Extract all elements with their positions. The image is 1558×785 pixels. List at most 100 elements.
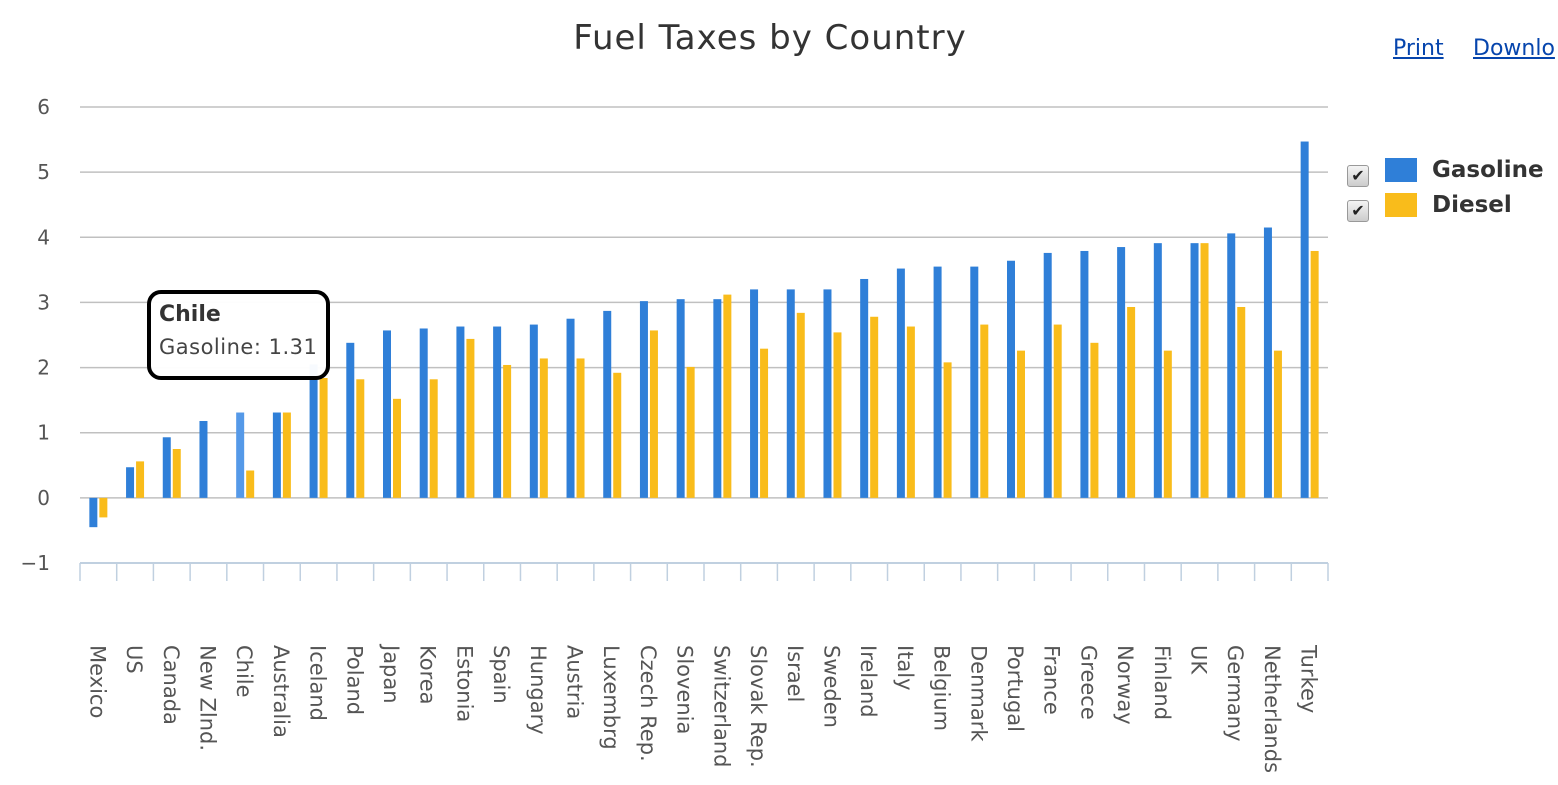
x-tick-label: Greece bbox=[1076, 645, 1100, 720]
x-tick-label: Slovenia bbox=[673, 645, 697, 734]
bar-diesel bbox=[613, 372, 622, 498]
bar-diesel bbox=[576, 358, 585, 498]
x-tick-label: Slovak Rep. bbox=[746, 645, 770, 768]
legend: ✔ Gasoline ✔ Diesel bbox=[1347, 152, 1544, 222]
gasoline-swatch bbox=[1385, 157, 1417, 182]
x-tick-label: Canada bbox=[159, 645, 183, 725]
y-tick-label: −1 bbox=[21, 551, 50, 575]
bar-gasoline bbox=[529, 324, 538, 498]
bar-diesel bbox=[246, 470, 255, 498]
bar-diesel bbox=[943, 362, 952, 498]
y-tick-label: 6 bbox=[37, 95, 50, 119]
bar-diesel bbox=[1090, 342, 1099, 498]
y-tick-label: 4 bbox=[37, 225, 50, 249]
bar-diesel bbox=[356, 379, 365, 498]
tooltip-title: Chile bbox=[159, 302, 221, 327]
bar-gasoline bbox=[162, 437, 171, 498]
bar-gasoline bbox=[199, 420, 208, 498]
bar-diesel bbox=[1127, 306, 1136, 498]
x-tick-label: Turkey bbox=[1297, 644, 1321, 713]
legend-label: Diesel bbox=[1432, 191, 1512, 218]
x-tick-label: Israel bbox=[783, 645, 807, 702]
bar-diesel bbox=[539, 358, 548, 498]
bar-gasoline bbox=[126, 467, 135, 498]
bar-diesel bbox=[136, 461, 145, 498]
bar-diesel bbox=[1310, 250, 1319, 498]
bar-diesel bbox=[319, 377, 328, 498]
x-tick-label: Germany bbox=[1223, 645, 1247, 742]
chart-title: Fuel Taxes by Country bbox=[573, 18, 967, 58]
bar-diesel bbox=[833, 332, 842, 498]
bar-diesel bbox=[466, 338, 475, 498]
bar-gasoline bbox=[89, 497, 98, 528]
legend-item-gasoline[interactable]: ✔ Gasoline bbox=[1347, 152, 1544, 187]
x-tick-label: Poland bbox=[342, 645, 366, 715]
bar-diesel bbox=[1017, 350, 1025, 498]
bar-gasoline bbox=[566, 318, 575, 498]
bar-gasoline bbox=[676, 299, 685, 498]
bar-gasoline bbox=[1080, 250, 1089, 498]
bar-gasoline bbox=[383, 330, 391, 498]
print-link[interactable]: Print bbox=[1393, 36, 1444, 61]
bar-diesel bbox=[906, 326, 915, 498]
bar-gasoline bbox=[236, 412, 245, 498]
bar-diesel bbox=[1163, 350, 1172, 498]
bar-gasoline bbox=[1007, 260, 1015, 498]
y-tick-label: 1 bbox=[37, 421, 50, 445]
bar-gasoline bbox=[456, 326, 465, 498]
bar-diesel bbox=[686, 366, 695, 498]
x-tick-label: Korea bbox=[416, 645, 440, 705]
x-tick-label: Mexico bbox=[85, 645, 109, 718]
bar-diesel bbox=[393, 398, 401, 498]
diesel-swatch bbox=[1385, 192, 1417, 217]
x-tick-label: Australia bbox=[269, 645, 293, 738]
legend-label: Gasoline bbox=[1432, 156, 1544, 183]
bar-gasoline bbox=[346, 342, 355, 498]
bar-gasoline bbox=[1300, 141, 1309, 498]
x-tick-label: Switzerland bbox=[709, 645, 733, 768]
bar-gasoline bbox=[1117, 247, 1126, 498]
x-tick-label: Italy bbox=[893, 645, 917, 691]
bar-gasoline bbox=[933, 266, 942, 498]
y-tick-label: 3 bbox=[37, 290, 50, 314]
x-tick-label: Finland bbox=[1150, 645, 1174, 720]
x-tick-label: New Zlnd. bbox=[195, 645, 219, 751]
x-tick-label: Sweden bbox=[819, 645, 843, 728]
bar-gasoline bbox=[970, 266, 979, 498]
bar-gasoline bbox=[272, 412, 281, 498]
bar-gasoline bbox=[713, 299, 722, 498]
bar-diesel bbox=[99, 497, 108, 518]
x-tick-label: Netherlands bbox=[1260, 645, 1284, 773]
x-tick-label: UK bbox=[1187, 645, 1211, 675]
bar-gasoline bbox=[860, 278, 869, 498]
bar-diesel bbox=[1237, 306, 1246, 498]
checkbox-checked-icon[interactable]: ✔ bbox=[1347, 199, 1369, 222]
legend-item-diesel[interactable]: ✔ Diesel bbox=[1347, 187, 1544, 222]
y-tick-label: 0 bbox=[37, 486, 50, 510]
x-tick-label: Belgium bbox=[930, 645, 954, 731]
x-tick-label: US bbox=[122, 645, 146, 674]
x-tick-label: Spain bbox=[489, 645, 513, 704]
x-tick-label: Hungary bbox=[526, 645, 550, 735]
bar-gasoline bbox=[493, 326, 502, 498]
bar-gasoline bbox=[1043, 252, 1052, 498]
bar-diesel bbox=[282, 412, 291, 498]
x-tick-label: Chile bbox=[232, 645, 256, 698]
bar-gasoline bbox=[1263, 227, 1272, 498]
x-tick-label: Estonia bbox=[452, 645, 476, 722]
bar-gasoline bbox=[896, 268, 905, 498]
bar-gasoline bbox=[750, 289, 759, 498]
bar-gasoline bbox=[786, 289, 795, 498]
x-tick-label: Ireland bbox=[856, 645, 880, 718]
bar-diesel bbox=[503, 364, 512, 498]
x-tick-label: Portugal bbox=[1003, 645, 1027, 732]
bar-diesel bbox=[870, 316, 879, 498]
checkbox-checked-icon[interactable]: ✔ bbox=[1347, 164, 1369, 187]
download-link[interactable]: Downlo bbox=[1473, 36, 1555, 61]
bar-gasoline bbox=[1190, 243, 1199, 498]
x-tick-label: Iceland bbox=[306, 645, 330, 721]
x-tick-label: France bbox=[1040, 645, 1064, 715]
bar-diesel bbox=[1053, 324, 1062, 498]
bar-gasoline bbox=[823, 289, 832, 498]
